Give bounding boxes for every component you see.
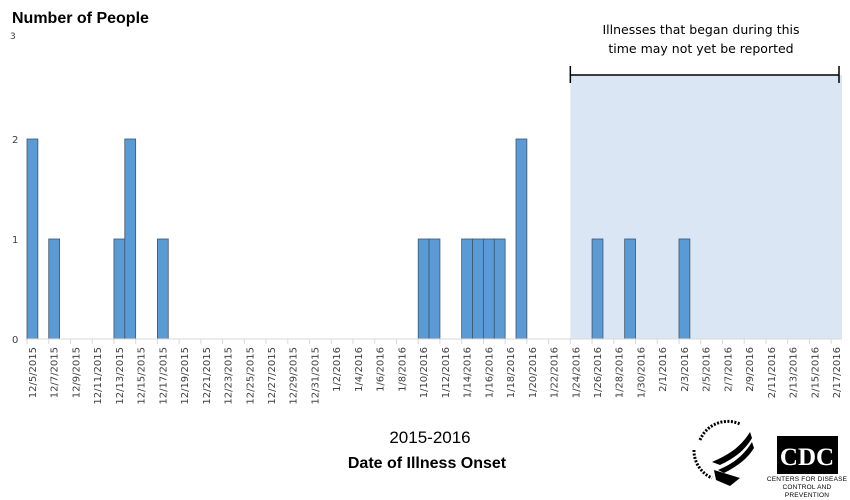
- x-tick-label: 1/10/2016: [419, 347, 430, 398]
- x-tick-label: 12/23/2015: [224, 347, 235, 405]
- bar: [472, 238, 484, 340]
- bar: [48, 238, 61, 340]
- y-tick-label: 3: [10, 32, 16, 42]
- x-tick-label: 1/28/2016: [615, 347, 626, 398]
- x-tick-label: 2/17/2016: [832, 347, 843, 398]
- y-tick-label: 1: [12, 235, 18, 246]
- x-tick-label: 2/11/2016: [767, 347, 778, 398]
- x-tick-label: 12/11/2015: [93, 347, 104, 405]
- x-axis-year: 2015-2016: [389, 428, 470, 447]
- x-tick-label: 1/2/2016: [332, 347, 343, 392]
- x-tick-label: 2/1/2016: [658, 347, 669, 392]
- bar: [493, 238, 506, 340]
- unreported-shade: [570, 75, 842, 339]
- bar: [591, 238, 604, 340]
- hhs-logo: [692, 419, 754, 486]
- x-tick-label: 12/27/2015: [267, 347, 278, 405]
- x-tick-label: 12/13/2015: [115, 347, 126, 405]
- x-tick-label: 12/29/2015: [289, 347, 300, 405]
- bar: [624, 238, 636, 340]
- bar: [482, 238, 495, 340]
- x-tick-label: 12/5/2015: [28, 347, 39, 398]
- x-tick-label: 12/9/2015: [71, 347, 82, 398]
- x-tick-label: 12/19/2015: [180, 347, 191, 405]
- x-tick-label: 12/31/2015: [310, 347, 321, 405]
- x-tick-label: 1/16/2016: [484, 347, 495, 398]
- x-tick-label: 2/3/2016: [680, 347, 691, 392]
- annotation-line1: Illnesses that began during this: [602, 22, 799, 37]
- x-tick-label: 12/21/2015: [202, 347, 213, 405]
- x-tick-label: 1/24/2016: [571, 347, 582, 398]
- x-tick-label: 12/17/2015: [158, 347, 169, 405]
- bar: [417, 238, 430, 340]
- bar: [156, 238, 169, 340]
- x-tick-label: 1/4/2016: [354, 347, 365, 392]
- bar: [113, 238, 126, 340]
- x-tick-label: 12/25/2015: [245, 347, 256, 405]
- cdc-logo: CDC: [777, 436, 838, 474]
- bar: [515, 138, 528, 340]
- x-tick-label: 1/6/2016: [376, 347, 387, 392]
- x-tick-label: 1/26/2016: [593, 347, 604, 398]
- annotation-line2: time may not yet be reported: [608, 41, 793, 56]
- x-tick-label: 2/7/2016: [723, 347, 734, 392]
- x-tick-label: 2/15/2016: [810, 347, 821, 398]
- x-tick-label: 2/5/2016: [702, 347, 713, 392]
- x-tick-label: 1/14/2016: [463, 347, 474, 398]
- x-tick-label: 1/18/2016: [506, 347, 517, 398]
- x-tick-label: 2/9/2016: [745, 347, 756, 392]
- bar: [461, 238, 473, 340]
- cdc-logo-subtitle: CENTERS FOR DISEASE CONTROL AND PREVENTI…: [766, 476, 848, 499]
- y-tick-label: 0: [12, 335, 18, 346]
- x-axis-title: Date of Illness Onset: [348, 455, 507, 472]
- x-tick-label: 12/15/2015: [137, 347, 148, 405]
- bar: [124, 138, 137, 340]
- annotation: Illnesses that began during this time ma…: [569, 22, 840, 83]
- svg-text:CDC: CDC: [780, 444, 834, 471]
- bar: [678, 238, 691, 340]
- bar: [428, 238, 441, 340]
- x-tick-label: 1/8/2016: [397, 347, 408, 392]
- y-tick-label: 2: [12, 135, 18, 146]
- y-axis-title: Number of People: [12, 10, 149, 27]
- bar: [26, 138, 39, 340]
- x-tick-label: 1/12/2016: [441, 347, 452, 398]
- x-tick-label: 12/7/2015: [50, 347, 61, 398]
- x-tick-label: 1/20/2016: [528, 347, 539, 398]
- x-tick-label: 1/22/2016: [550, 347, 561, 398]
- x-tick-label: 1/30/2016: [636, 347, 647, 398]
- x-tick-label: 2/13/2016: [789, 347, 800, 398]
